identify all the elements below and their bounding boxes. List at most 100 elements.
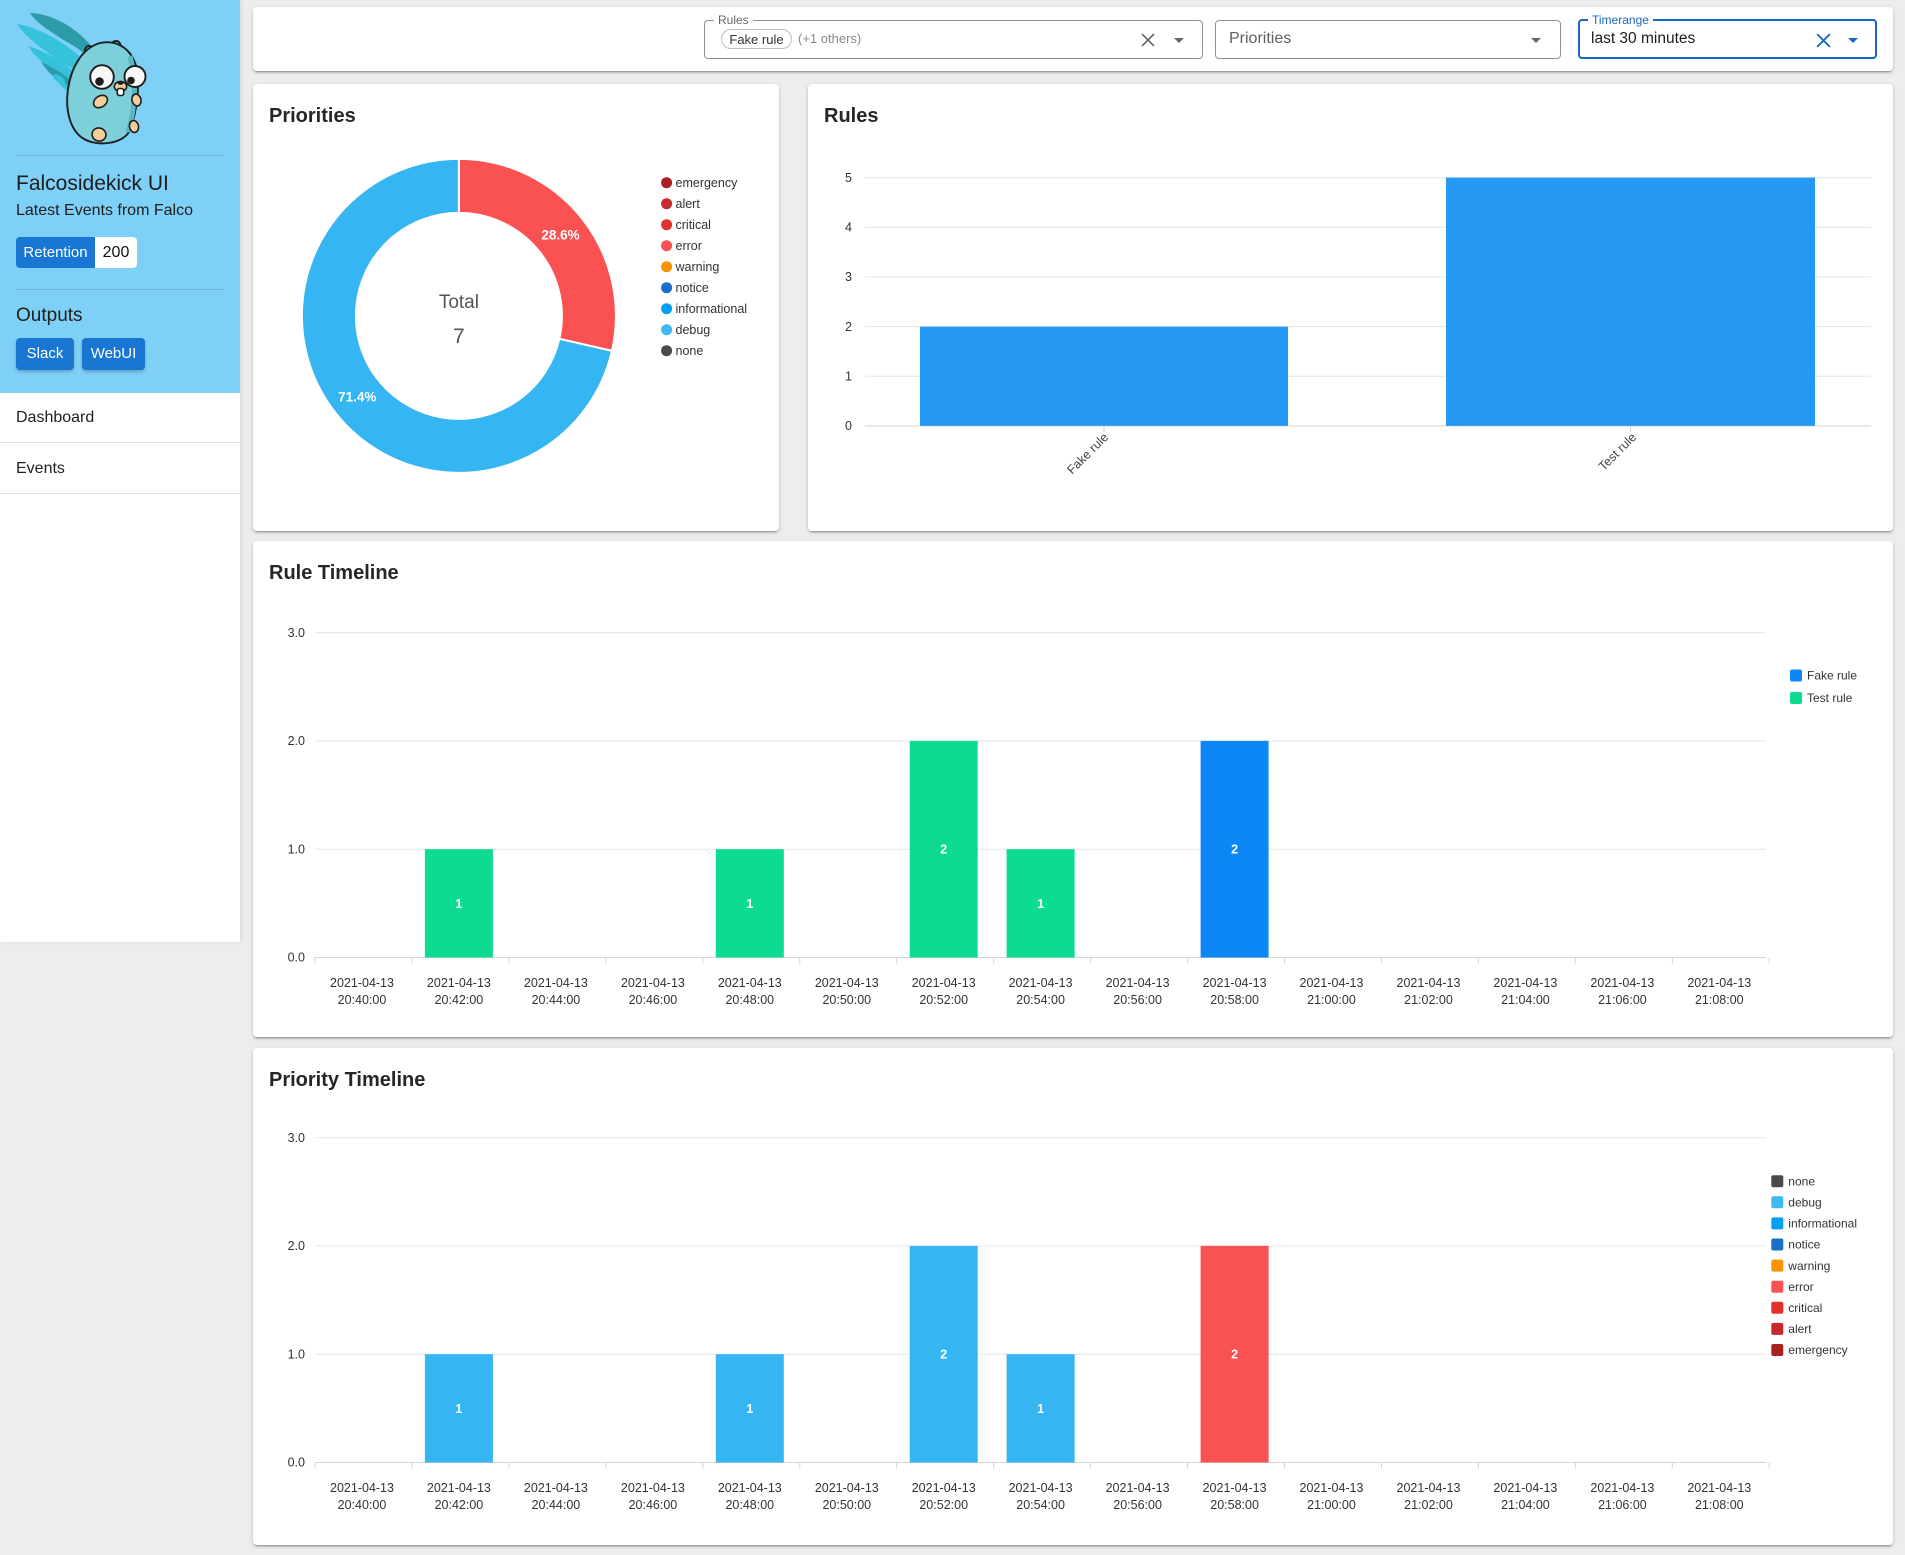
svg-text:2021-04-13: 2021-04-13 — [524, 976, 588, 990]
svg-text:error: error — [676, 239, 702, 253]
svg-text:emergency: emergency — [676, 176, 739, 190]
svg-text:1: 1 — [455, 897, 462, 911]
svg-text:2021-04-13: 2021-04-13 — [1106, 976, 1170, 990]
svg-text:error: error — [1788, 1280, 1813, 1294]
svg-text:21:08:00: 21:08:00 — [1695, 993, 1744, 1007]
svg-text:20:50:00: 20:50:00 — [822, 1498, 871, 1512]
svg-text:debug: debug — [676, 323, 711, 337]
svg-text:1.0: 1.0 — [288, 1347, 305, 1361]
svg-text:2021-04-13: 2021-04-13 — [330, 976, 394, 990]
svg-text:20:46:00: 20:46:00 — [629, 993, 678, 1007]
svg-text:Test rule: Test rule — [1596, 430, 1639, 473]
svg-text:1: 1 — [455, 1402, 462, 1416]
svg-text:2: 2 — [845, 320, 852, 334]
svg-text:2021-04-13: 2021-04-13 — [1009, 1481, 1073, 1495]
svg-text:2021-04-13: 2021-04-13 — [1300, 1481, 1364, 1495]
svg-text:3.0: 3.0 — [288, 626, 305, 640]
svg-text:21:02:00: 21:02:00 — [1404, 993, 1453, 1007]
svg-text:notice: notice — [1788, 1238, 1820, 1252]
svg-text:critical: critical — [1788, 1301, 1822, 1315]
svg-text:2021-04-13: 2021-04-13 — [1493, 976, 1557, 990]
svg-text:20:58:00: 20:58:00 — [1210, 993, 1259, 1007]
svg-text:21:04:00: 21:04:00 — [1501, 1498, 1550, 1512]
svg-text:warning: warning — [675, 260, 720, 274]
svg-text:none: none — [1788, 1174, 1815, 1188]
svg-text:1: 1 — [746, 1402, 753, 1416]
svg-text:20:40:00: 20:40:00 — [338, 1498, 387, 1512]
svg-text:2021-04-13: 2021-04-13 — [1203, 1481, 1267, 1495]
svg-text:2021-04-13: 2021-04-13 — [718, 1481, 782, 1495]
svg-text:alert: alert — [676, 197, 701, 211]
svg-text:21:04:00: 21:04:00 — [1501, 993, 1550, 1007]
svg-text:2021-04-13: 2021-04-13 — [1397, 1481, 1461, 1495]
svg-text:21:00:00: 21:00:00 — [1307, 993, 1356, 1007]
svg-text:71.4%: 71.4% — [338, 390, 376, 405]
svg-text:20:40:00: 20:40:00 — [338, 993, 387, 1007]
svg-text:1.0: 1.0 — [288, 842, 305, 856]
svg-text:2021-04-13: 2021-04-13 — [1397, 976, 1461, 990]
svg-text:20:56:00: 20:56:00 — [1113, 993, 1162, 1007]
svg-text:21:06:00: 21:06:00 — [1598, 1498, 1647, 1512]
svg-text:2021-04-13: 2021-04-13 — [718, 976, 782, 990]
svg-text:debug: debug — [1788, 1196, 1821, 1210]
svg-text:2021-04-13: 2021-04-13 — [1300, 976, 1364, 990]
svg-text:20:44:00: 20:44:00 — [532, 1498, 581, 1512]
svg-text:2: 2 — [940, 843, 947, 857]
svg-text:7: 7 — [453, 325, 465, 348]
svg-text:Fake rule: Fake rule — [1807, 669, 1857, 683]
svg-text:2021-04-13: 2021-04-13 — [1590, 976, 1654, 990]
svg-text:2021-04-13: 2021-04-13 — [815, 976, 879, 990]
svg-text:2021-04-13: 2021-04-13 — [621, 976, 685, 990]
svg-text:21:00:00: 21:00:00 — [1307, 1498, 1356, 1512]
svg-text:warning: warning — [1787, 1259, 1830, 1273]
svg-text:20:48:00: 20:48:00 — [725, 1498, 774, 1512]
svg-text:emergency: emergency — [1788, 1343, 1847, 1357]
svg-text:21:06:00: 21:06:00 — [1598, 993, 1647, 1007]
svg-text:20:58:00: 20:58:00 — [1210, 1498, 1259, 1512]
svg-text:2021-04-13: 2021-04-13 — [427, 1481, 491, 1495]
svg-text:20:44:00: 20:44:00 — [532, 993, 581, 1007]
svg-text:2021-04-13: 2021-04-13 — [815, 1481, 879, 1495]
svg-text:none: none — [676, 344, 704, 358]
svg-text:20:42:00: 20:42:00 — [435, 1498, 484, 1512]
svg-text:critical: critical — [676, 218, 711, 232]
svg-text:20:52:00: 20:52:00 — [919, 993, 968, 1007]
svg-text:2021-04-13: 2021-04-13 — [1687, 1481, 1751, 1495]
svg-text:alert: alert — [1788, 1322, 1812, 1336]
svg-text:3: 3 — [845, 270, 852, 284]
svg-text:2021-04-13: 2021-04-13 — [1009, 976, 1073, 990]
svg-text:2021-04-13: 2021-04-13 — [1203, 976, 1267, 990]
svg-text:informational: informational — [1788, 1217, 1857, 1231]
svg-text:20:56:00: 20:56:00 — [1113, 1498, 1162, 1512]
svg-text:1: 1 — [1037, 1402, 1044, 1416]
svg-text:0.0: 0.0 — [288, 951, 305, 965]
svg-text:2021-04-13: 2021-04-13 — [330, 1481, 394, 1495]
svg-text:notice: notice — [676, 281, 709, 295]
svg-text:5: 5 — [845, 171, 852, 185]
svg-text:0.0: 0.0 — [288, 1456, 305, 1470]
svg-text:1: 1 — [1037, 897, 1044, 911]
svg-text:2.0: 2.0 — [288, 1239, 305, 1253]
svg-text:20:52:00: 20:52:00 — [919, 1498, 968, 1512]
svg-text:28.6%: 28.6% — [541, 227, 579, 242]
svg-text:20:48:00: 20:48:00 — [725, 993, 774, 1007]
svg-text:2021-04-13: 2021-04-13 — [524, 1481, 588, 1495]
svg-text:informational: informational — [676, 302, 748, 316]
svg-text:20:54:00: 20:54:00 — [1016, 993, 1065, 1007]
svg-text:20:50:00: 20:50:00 — [822, 993, 871, 1007]
svg-text:2021-04-13: 2021-04-13 — [912, 976, 976, 990]
svg-text:0: 0 — [845, 419, 852, 433]
svg-text:2021-04-13: 2021-04-13 — [912, 1481, 976, 1495]
svg-text:1: 1 — [845, 369, 852, 383]
svg-text:2021-04-13: 2021-04-13 — [621, 1481, 685, 1495]
svg-text:20:46:00: 20:46:00 — [629, 1498, 678, 1512]
svg-text:20:54:00: 20:54:00 — [1016, 1498, 1065, 1512]
svg-text:21:02:00: 21:02:00 — [1404, 1498, 1453, 1512]
svg-text:2021-04-13: 2021-04-13 — [427, 976, 491, 990]
svg-text:2: 2 — [940, 1348, 947, 1362]
svg-text:2: 2 — [1231, 843, 1238, 857]
svg-text:2021-04-13: 2021-04-13 — [1590, 1481, 1654, 1495]
svg-text:20:42:00: 20:42:00 — [435, 993, 484, 1007]
svg-text:2021-04-13: 2021-04-13 — [1493, 1481, 1557, 1495]
svg-text:2021-04-13: 2021-04-13 — [1687, 976, 1751, 990]
